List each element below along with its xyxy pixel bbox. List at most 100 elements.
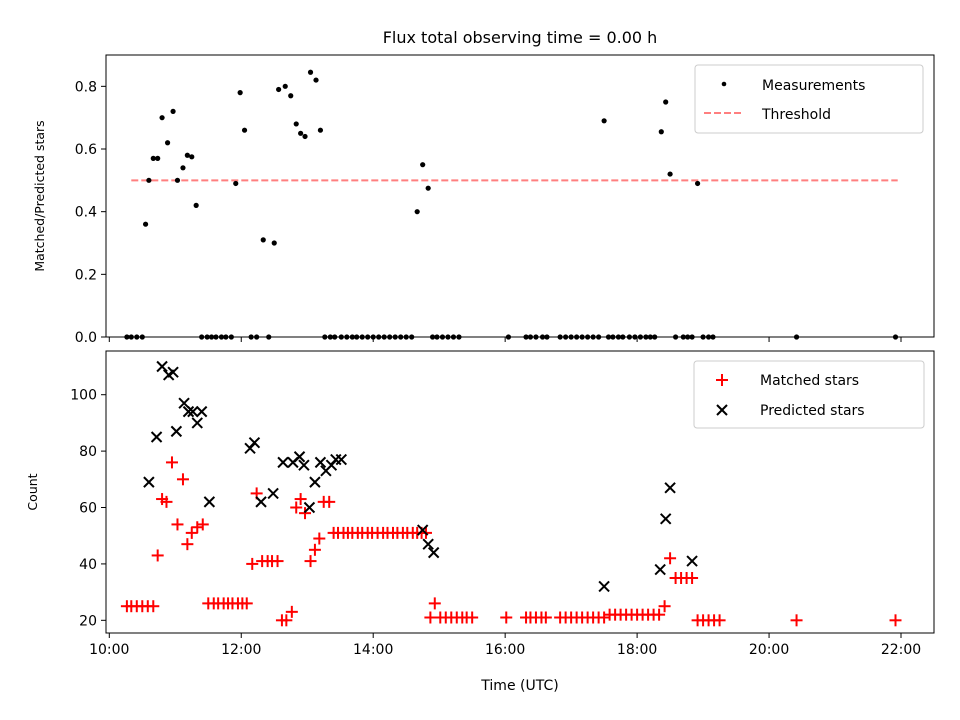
x-tick-label: 12:00 xyxy=(221,642,261,658)
matched-stars-point xyxy=(171,518,184,531)
measurement-point xyxy=(293,121,299,127)
measurement-point xyxy=(193,202,199,208)
top-legend: Measurements Threshold xyxy=(694,64,924,134)
matched-stars-point xyxy=(181,538,194,551)
predicted-stars-point xyxy=(427,546,440,559)
y-tick-label: 0.0 xyxy=(75,330,97,346)
y-tick-label: 100 xyxy=(70,388,97,404)
predicted-stars-point xyxy=(422,538,434,550)
x-tick-label: 14:00 xyxy=(353,642,393,658)
measurement-point xyxy=(313,77,319,83)
predicted-stars-point xyxy=(664,482,676,494)
measurement-point xyxy=(694,180,701,187)
matched-stars-point xyxy=(165,456,178,469)
x-tick-label: 22:00 xyxy=(881,642,921,658)
predicted-stars-point xyxy=(191,417,203,429)
predicted-stars-point xyxy=(298,459,310,471)
x-axis-label: Time (UTC) xyxy=(480,678,558,694)
measurement-point xyxy=(164,140,171,146)
matched-stars-point xyxy=(185,526,198,539)
matched-stars-point xyxy=(176,473,189,486)
matched-stars-point xyxy=(271,555,284,568)
measurement-point xyxy=(237,90,243,96)
predicted-legend-marker xyxy=(716,404,728,416)
measurement-point xyxy=(189,154,195,160)
matched-stars-point xyxy=(160,495,173,508)
measurement-point xyxy=(150,155,156,161)
measurement-point xyxy=(414,209,420,215)
top-y-ticks: 0.0 0.2 0.4 0.6 0.8 xyxy=(75,79,106,346)
matched-stars-point xyxy=(713,614,726,627)
bottom-x-ticks: 10:00 12:00 14:00 16:00 18:00 20:00 22:00 xyxy=(89,633,921,658)
measurements-legend-marker xyxy=(721,81,727,87)
measurement-point xyxy=(276,86,282,93)
top-x-ticks xyxy=(108,337,902,342)
chart-title: Flux total observing time = 0.00 h xyxy=(383,28,658,47)
y-tick-label: 20 xyxy=(79,613,97,629)
bottom-panel: 20 40 60 80 100 10:00 12:00 14:00 16:00 18:00 20:… xyxy=(25,350,935,694)
measurement-point xyxy=(174,177,181,183)
predicted-stars-point xyxy=(203,496,216,508)
matched-stars-point xyxy=(658,600,671,613)
bottom-plot-area xyxy=(120,360,902,627)
predicted-stars-point xyxy=(309,476,321,488)
predicted-stars-point xyxy=(686,555,698,567)
predicted-stars-point xyxy=(248,436,261,449)
measurement-point xyxy=(260,237,266,243)
measurement-point xyxy=(658,129,664,135)
measurement-point xyxy=(288,93,294,99)
y-tick-label: 0.2 xyxy=(75,267,97,283)
y-tick-label: 0.6 xyxy=(75,142,97,158)
matched-stars-point xyxy=(304,555,317,568)
measurement-point xyxy=(420,162,426,168)
predicted-stars-point xyxy=(416,524,429,536)
y-tick-label: 0.8 xyxy=(75,79,97,95)
measurement-point xyxy=(180,165,186,171)
matched-stars-point xyxy=(280,614,293,627)
predicted-stars-point xyxy=(178,397,190,409)
x-tick-label: 18:00 xyxy=(617,642,657,658)
bottom-axes-frame xyxy=(105,350,935,634)
predicted-stars-point xyxy=(143,476,155,488)
measurement-point xyxy=(307,69,314,75)
matched-stars-point xyxy=(889,614,902,627)
bottom-legend-box xyxy=(693,360,925,429)
matched-stars-point xyxy=(196,518,209,531)
matched-stars-point xyxy=(664,552,677,565)
matched-stars-point xyxy=(466,611,479,624)
predicted-stars-point xyxy=(659,513,672,525)
measurement-point xyxy=(142,221,149,227)
y-tick-label: 40 xyxy=(79,557,97,573)
measurement-point xyxy=(241,127,248,133)
predicted-stars-point xyxy=(303,501,316,514)
predicted-stars-point xyxy=(187,405,199,418)
matched-stars-point xyxy=(147,600,160,613)
bottom-legend: Matched stars Predicted stars xyxy=(693,360,925,429)
matched-stars-point xyxy=(686,572,699,585)
predicted-legend-label: Predicted stars xyxy=(760,403,865,419)
measurement-point xyxy=(159,115,165,121)
predicted-stars-point xyxy=(255,496,267,508)
predicted-stars-point xyxy=(277,456,289,469)
matched-stars-point xyxy=(151,549,164,562)
matched-legend-marker xyxy=(716,374,728,386)
predicted-stars-point xyxy=(150,431,163,443)
predicted-stars-point xyxy=(293,451,306,463)
matched-stars-point xyxy=(290,501,303,514)
predicted-stars-point xyxy=(598,580,610,593)
predicted-stars-point xyxy=(156,360,168,373)
predicted-stars-point xyxy=(335,453,348,466)
measurement-point xyxy=(663,99,669,105)
predicted-stars-point xyxy=(314,456,327,469)
measurement-point xyxy=(170,108,176,114)
matched-stars-point xyxy=(598,611,611,624)
top-y-axis-label: Matched/Predicted stars xyxy=(32,120,47,271)
top-axes-frame xyxy=(105,54,935,338)
x-tick-label: 10:00 xyxy=(89,642,129,658)
matched-stars-point xyxy=(246,557,259,570)
predicted-stars-point xyxy=(267,487,279,500)
y-tick-label: 60 xyxy=(79,501,97,517)
matched-stars-point xyxy=(323,495,336,508)
measurement-point xyxy=(146,177,152,183)
